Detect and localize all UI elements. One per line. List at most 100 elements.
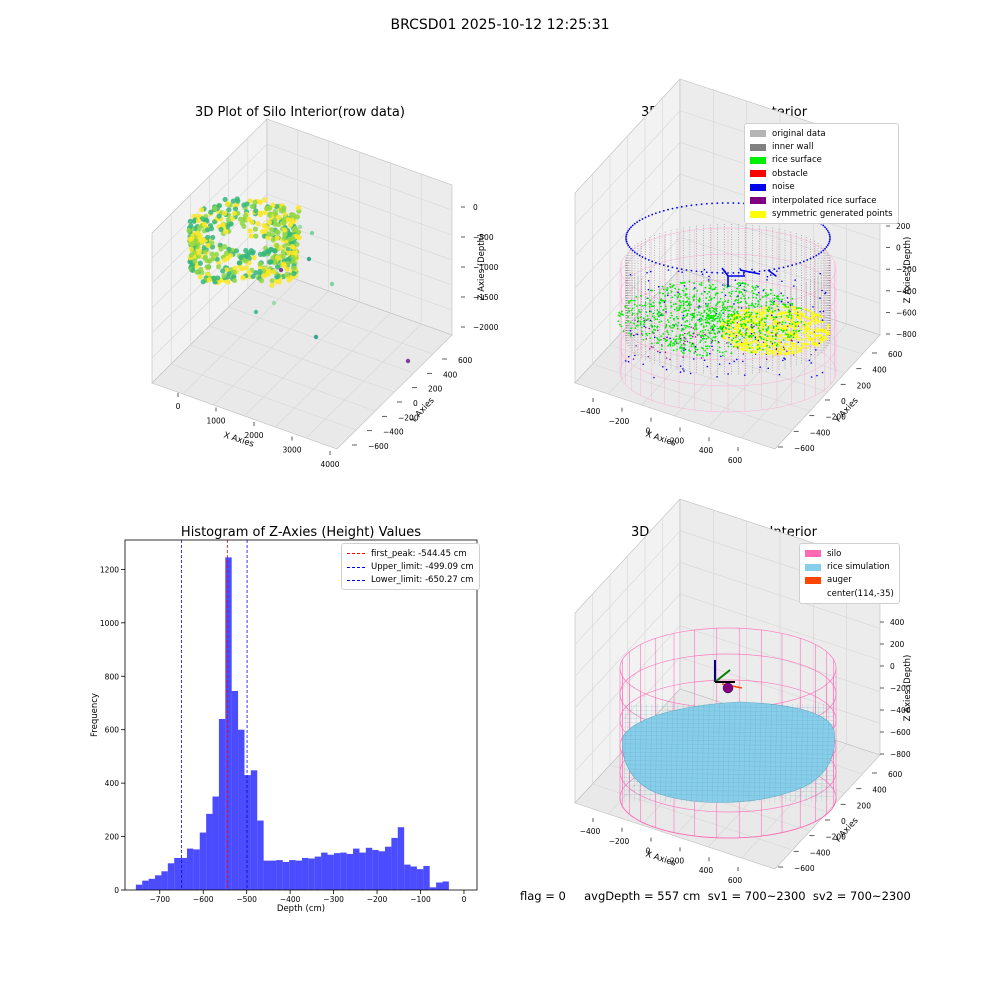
rice-surface-point <box>649 299 651 302</box>
noise-point <box>778 373 781 376</box>
rice-surface-point <box>745 307 748 310</box>
symmetric-point <box>797 336 800 339</box>
interpolated-point <box>648 327 650 330</box>
noise-point <box>626 231 629 234</box>
z-axis-tick-label: 400 <box>890 618 905 627</box>
symmetric-point <box>751 308 754 311</box>
rice-surface-point <box>794 321 797 324</box>
rice-surface-point <box>721 301 724 304</box>
raw-point <box>209 244 216 250</box>
symmetric-point <box>811 319 814 322</box>
noise-point <box>794 279 796 281</box>
rice-surface-point <box>741 318 744 320</box>
noise-point <box>631 249 634 252</box>
symmetric-point <box>737 325 740 328</box>
surface-mesh-line <box>795 703 798 803</box>
outlier-point <box>306 256 312 262</box>
rice-surface-point <box>795 307 798 310</box>
rice-surface-point <box>798 307 800 309</box>
interpolated-point <box>711 328 714 331</box>
rice-surface-point <box>676 348 678 351</box>
symmetric-point <box>802 332 805 335</box>
rice-surface-point <box>742 327 744 330</box>
rice-surface-point <box>677 342 680 345</box>
surface-mesh-line <box>826 703 829 803</box>
raw-point <box>276 279 283 285</box>
rice-surface-point <box>787 316 790 319</box>
rice-surface-point <box>700 346 703 349</box>
x-axis-tick-label: 600 <box>728 876 743 885</box>
noise-point <box>636 221 639 224</box>
z-axis-tick-label: 0 <box>473 203 478 212</box>
rice-surface-point <box>738 290 741 293</box>
noise-point <box>824 291 827 294</box>
legend-swatch <box>750 210 766 218</box>
rice-surface-point <box>683 339 686 342</box>
rice-surface-point <box>659 311 661 314</box>
rice-surface-point <box>782 329 785 332</box>
noise-point <box>739 267 741 270</box>
symmetric-point <box>796 323 799 326</box>
rice-surface-point <box>650 320 653 323</box>
rice-surface-point <box>633 303 636 306</box>
rice-surface-point <box>780 315 783 318</box>
rice-surface-point <box>672 303 675 306</box>
rice-surface-point <box>703 337 706 340</box>
rice-surface-point <box>667 333 670 336</box>
noise-point <box>763 269 766 272</box>
symmetric-point <box>745 344 748 348</box>
symmetric-point <box>789 311 793 314</box>
rice-surface-point <box>714 312 717 314</box>
rice-surface-point <box>736 282 739 285</box>
noise-point <box>766 275 769 278</box>
noise-point <box>690 269 693 272</box>
z-axis-tick-label: −200 <box>890 684 911 693</box>
symmetric-point <box>811 311 814 314</box>
rice-surface-point <box>719 297 722 300</box>
rice-surface-point <box>720 327 722 330</box>
surface-mesh-line <box>644 703 647 803</box>
symmetric-point <box>802 314 805 317</box>
raw-point <box>204 258 210 264</box>
rice-surface-point <box>664 338 667 341</box>
symmetric-point <box>760 325 763 328</box>
rice-surface-point <box>679 346 682 349</box>
rice-surface-point <box>712 323 715 326</box>
noise-point <box>633 222 636 225</box>
rice-surface-point <box>704 329 707 331</box>
symmetric-point <box>761 308 764 311</box>
raw-point <box>250 273 256 279</box>
raw-point <box>259 229 266 235</box>
rice-surface-point <box>653 325 656 328</box>
symmetric-point <box>789 346 792 349</box>
raw-point <box>216 203 223 209</box>
symmetric-point <box>793 312 796 315</box>
legend-swatch <box>750 156 766 164</box>
noise-point <box>643 325 646 328</box>
auger-axis <box>714 669 731 683</box>
rice-surface-point <box>660 313 663 315</box>
noise-point <box>705 271 708 274</box>
histogram-bar <box>135 884 143 890</box>
rice-surface-point <box>679 301 682 304</box>
rice-surface-point <box>751 285 754 288</box>
noise-point <box>707 279 710 281</box>
rice-surface-point <box>775 316 777 318</box>
rice-surface-point <box>737 306 740 309</box>
noise-point <box>783 357 785 359</box>
legend-label: auger <box>827 575 852 586</box>
rice-surface-point <box>683 281 686 284</box>
rice-surface-point <box>669 316 672 319</box>
surface-mesh-line <box>623 743 835 746</box>
noise-point <box>824 292 826 295</box>
noise-point <box>627 360 630 363</box>
rice-surface-point <box>656 309 659 311</box>
z-axis-tick-label: −800 <box>890 750 911 759</box>
symmetric-point <box>736 331 739 334</box>
raw-point <box>270 237 276 243</box>
noise-point <box>636 252 639 255</box>
rice-surface-point <box>664 300 667 302</box>
raw-point <box>230 198 236 204</box>
noise-point <box>649 319 652 322</box>
symmetric-point <box>767 349 770 353</box>
